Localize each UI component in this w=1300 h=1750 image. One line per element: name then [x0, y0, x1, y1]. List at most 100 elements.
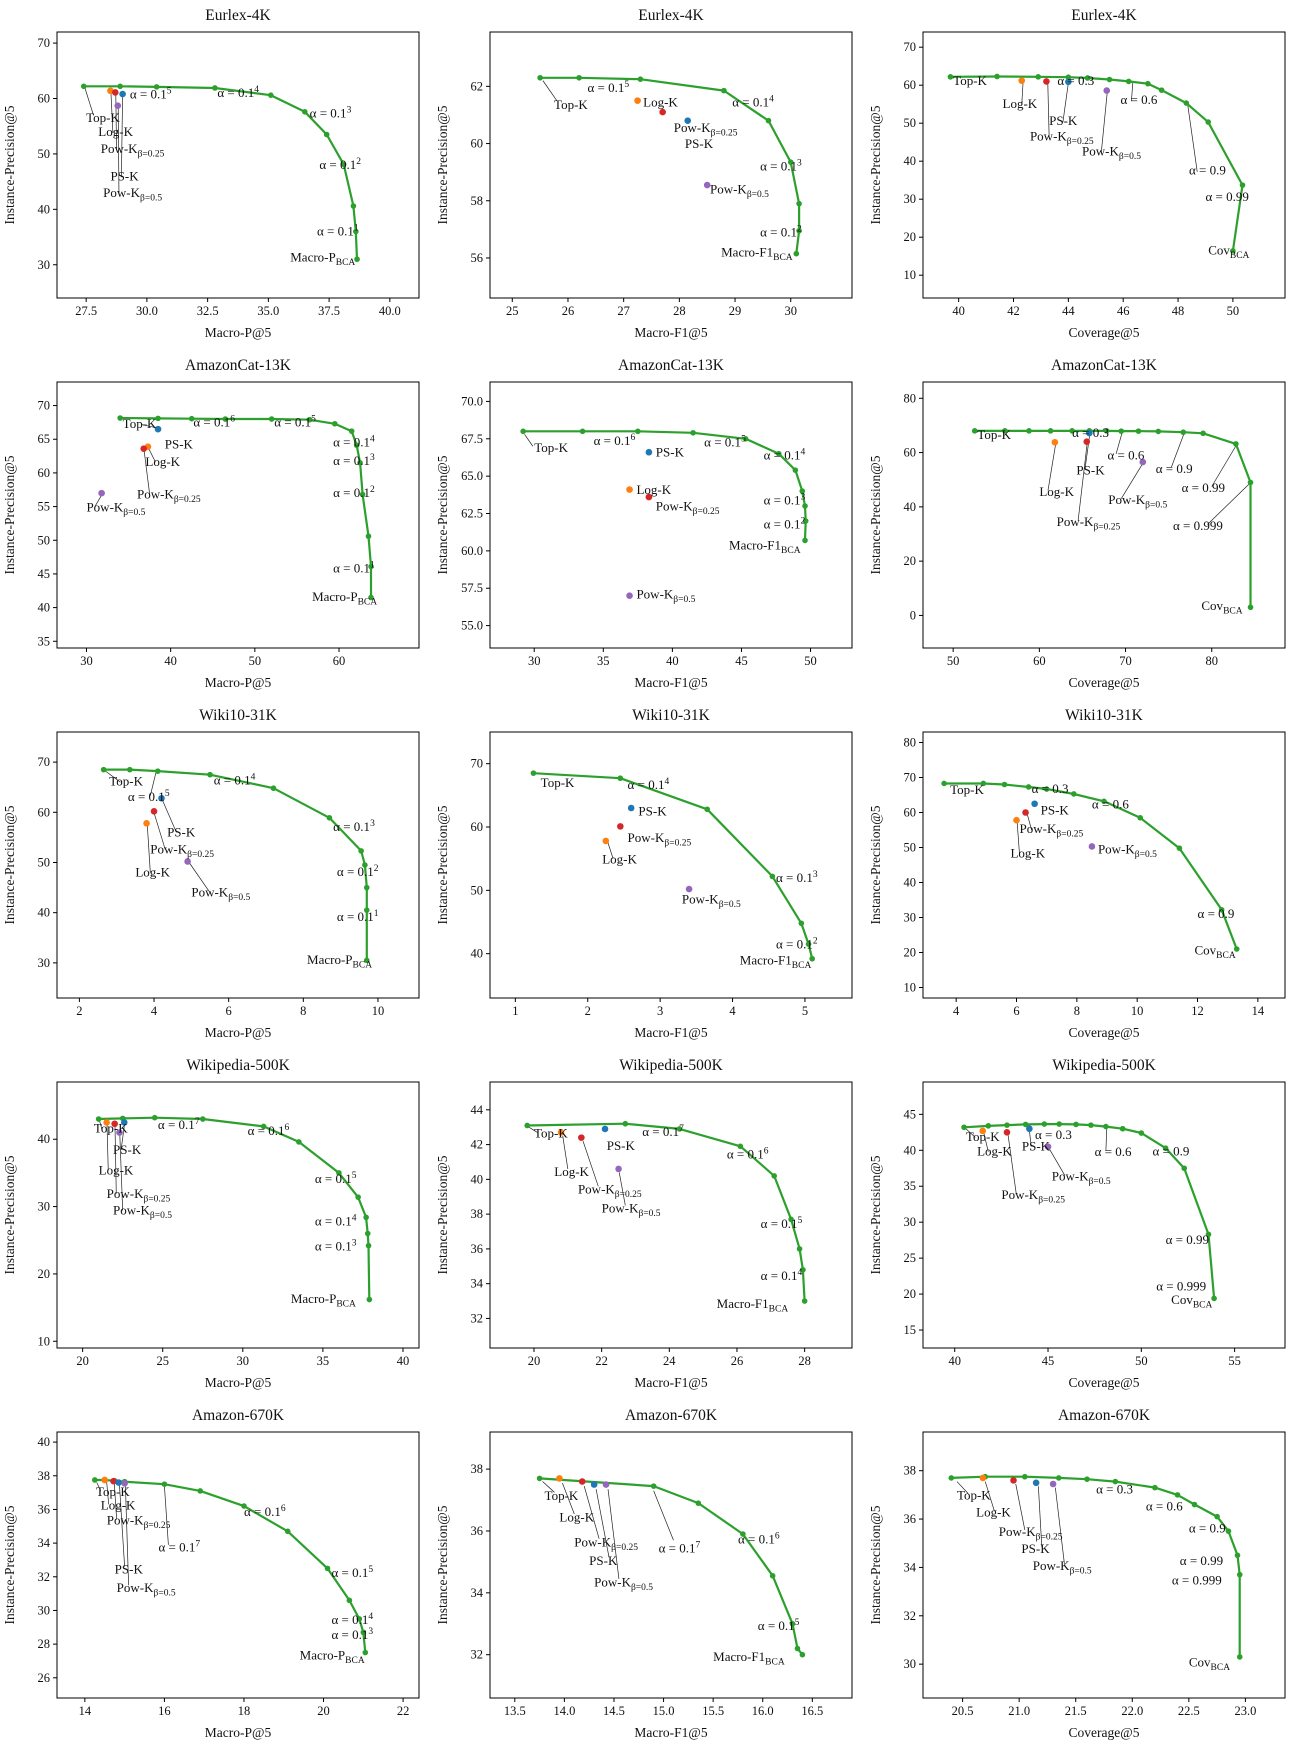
- y-tick-label: 30: [904, 1657, 917, 1671]
- annotation-0-9: α = 0.9: [1198, 906, 1235, 921]
- annotation-0-6: α = 0.6: [1120, 92, 1157, 107]
- annotation-log-k: Log-K: [1003, 96, 1038, 111]
- y-tick-label: 55.0: [461, 619, 483, 633]
- annotation-0-12: α = 0.12: [776, 937, 818, 952]
- annotation-leader-line: [1077, 443, 1088, 521]
- y-tick-label: 40: [38, 1435, 51, 1449]
- annotation-leader-line: [653, 1490, 674, 1541]
- annotation-leader-line: [524, 434, 534, 447]
- curve-point: [980, 780, 987, 787]
- y-tick-label: 34: [471, 1277, 484, 1291]
- annotation-ps-k: PS-K: [165, 437, 194, 452]
- x-tick-label: 10: [372, 1004, 385, 1018]
- annotation-macro-f1bca: Macro-F1BCA: [729, 537, 801, 556]
- y-tick-label: 45: [38, 567, 51, 581]
- x-axis-label: Macro-P@5: [205, 325, 272, 340]
- scatter-pow-k-0-25: [1022, 809, 1029, 816]
- annotation-leader-line: [148, 448, 156, 463]
- curve-point: [360, 1629, 367, 1636]
- y-axis-label: Instance-Precision@5: [868, 805, 883, 924]
- x-tick-label: 60: [1033, 654, 1046, 668]
- x-tick-label: 20: [317, 1704, 330, 1718]
- x-tick-label: 55: [1228, 1354, 1241, 1368]
- annotation-leader-line: [1170, 433, 1185, 468]
- annotation-0-13: α = 0.13: [760, 159, 802, 174]
- y-tick-label: 70: [38, 36, 51, 50]
- curve-point: [637, 76, 644, 82]
- curve-point: [366, 1296, 373, 1303]
- y-tick-label: 34: [38, 1536, 51, 1550]
- annotation-leader-line: [153, 812, 166, 850]
- x-tick-label: 22.0: [1121, 1704, 1143, 1718]
- annotation-leader-line: [618, 1172, 626, 1206]
- subplot-canvas: 30 40 50 60 35 40 45 50 55 60 65 70 AmazonCat-13K Mac…: [2, 357, 420, 690]
- y-tick-label: 30: [904, 192, 917, 206]
- annotation-leader-line: [983, 1132, 989, 1152]
- y-tick-label: 50: [38, 147, 51, 161]
- x-tick-label: 40: [952, 304, 965, 318]
- curve-point: [326, 815, 333, 821]
- x-tick-label: 50: [1135, 1354, 1148, 1368]
- annotation-leader-line: [1100, 91, 1108, 153]
- curve-point: [695, 1500, 702, 1506]
- scatter-pow-k-0-25: [112, 89, 119, 96]
- curve-point: [1056, 1121, 1063, 1127]
- y-tick-label: 36: [471, 1524, 484, 1538]
- annotation-top-k: Top-K: [977, 427, 1011, 442]
- x-axis-label: Macro-F1@5: [634, 1375, 707, 1390]
- y-axis-label: Instance-Precision@5: [868, 455, 883, 574]
- x-tick-label: 40: [397, 1354, 410, 1368]
- axes-frame: [489, 1431, 853, 1699]
- curve-point: [769, 1573, 776, 1579]
- annotation-leader-line: [542, 1481, 555, 1493]
- annotation-0-9: α = 0.9: [1189, 163, 1226, 178]
- subplot-wiki10-31k-macro-p-5: 2 4 6 8 10 30 40 50 60 70 Wiki10-31K Macro-P@5 Insta…: [0, 700, 433, 1050]
- x-axis-label: Macro-F1@5: [634, 675, 707, 690]
- y-tick-label: 45: [904, 1107, 917, 1121]
- x-tick-label: 18: [238, 1704, 251, 1718]
- annotation-macro-pbca: Macro-PBCA: [312, 589, 377, 608]
- curve-point: [798, 920, 805, 927]
- y-tick-label: 40: [904, 154, 917, 168]
- x-tick-label: 35: [597, 654, 610, 668]
- curve-point: [1176, 845, 1183, 851]
- x-tick-label: 28: [673, 304, 686, 318]
- axes-frame: [922, 1081, 1286, 1349]
- x-tick-label: 25: [506, 304, 519, 318]
- annotation-0-9: α = 0.9: [1156, 461, 1193, 476]
- y-tick-label: 65: [38, 432, 51, 446]
- x-tick-label: 50: [804, 654, 817, 668]
- curve-point: [260, 1123, 267, 1130]
- annotation-ps-k: PS-K: [1041, 802, 1070, 817]
- y-tick-label: 30: [904, 1215, 917, 1229]
- curve-point: [362, 1649, 369, 1656]
- curve-point: [635, 428, 641, 435]
- annotation-0-15: α = 0.15: [128, 789, 170, 804]
- curve-point: [222, 416, 229, 422]
- curve-point: [364, 1230, 371, 1237]
- annotation-0-12: α = 0.12: [319, 157, 361, 172]
- scatter-log-k: [103, 1119, 110, 1126]
- subplot-amazoncat-13k-macro-f1-5: 30 35 40 45 50 55.0 57.5 60.0 62.5 65.0 67.5 70.0 Am…: [433, 350, 866, 700]
- curve-point: [1205, 1231, 1212, 1238]
- curve-point: [1247, 604, 1254, 611]
- y-axis-label: Instance-Precision@5: [868, 105, 883, 224]
- curve-point: [799, 488, 806, 494]
- y-tick-label: 67.5: [461, 432, 483, 446]
- annotation-leader-line: [94, 494, 103, 507]
- y-axis-label: Instance-Precision@5: [435, 805, 450, 924]
- annotation-top-k: Top-K: [957, 1488, 991, 1503]
- y-tick-label: 60: [38, 92, 51, 106]
- y-tick-label: 70.0: [461, 394, 483, 408]
- curve-point: [769, 873, 776, 880]
- annotation-covbca: CovBCA: [1189, 1655, 1230, 1674]
- curve-point: [809, 955, 815, 962]
- x-tick-label: 22: [595, 1354, 608, 1368]
- annotation-0-15: α = 0.15: [274, 414, 316, 429]
- y-tick-label: 65.0: [461, 469, 483, 483]
- annotation-leader-line: [105, 770, 121, 783]
- annotation-ps-k: PS-K: [1049, 113, 1078, 128]
- annotation-pow-k-0-5: Pow-Kβ=0.5: [1052, 1168, 1111, 1187]
- curve-point: [1239, 182, 1246, 188]
- annotation-0-16: α = 0.16: [193, 414, 235, 429]
